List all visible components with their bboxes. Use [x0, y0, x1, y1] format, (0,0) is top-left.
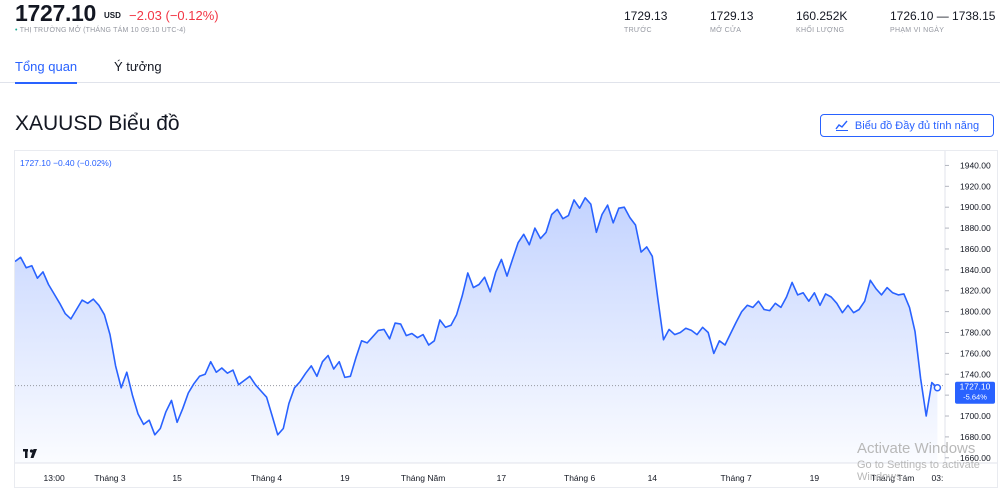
- stat-value: 1729.13: [624, 9, 668, 23]
- price-change: −2.03 (−0.12%): [129, 8, 219, 23]
- y-tick-label: 1900.00: [960, 202, 991, 212]
- x-tick-label: Tháng 4: [251, 473, 282, 483]
- y-tick-label: 1740.00: [960, 369, 991, 379]
- x-tick-label: Tháng 6: [564, 473, 595, 483]
- last-price: 1727.10: [15, 0, 97, 26]
- x-tick-label: Tháng Tám: [871, 473, 914, 483]
- y-tick-label: 1800.00: [960, 307, 991, 317]
- y-tick-label: 1660.00: [960, 453, 991, 463]
- stat-label: MỞ CỬA: [710, 27, 742, 34]
- x-tick-label: 19: [340, 473, 350, 483]
- y-tick-label: 1920.00: [960, 181, 991, 191]
- currency-code: USD: [104, 11, 121, 20]
- market-open-dot-icon: •: [15, 27, 18, 34]
- windows-activation-watermark: Activate Windows Go to Settings to activ…: [857, 440, 1000, 483]
- y-tick-label: 1820.00: [960, 286, 991, 296]
- y-tick-label: 1700.00: [960, 411, 991, 421]
- tab-overview[interactable]: Tổng quan: [15, 59, 78, 84]
- chart-section-title: XAUUSD Biểu đồ: [15, 112, 180, 135]
- y-tick-label: 1880.00: [960, 223, 991, 233]
- stat-volume: 160.252K KHỐI LƯỢNG: [796, 9, 847, 34]
- tab-ideas[interactable]: Ý tưởng: [114, 59, 162, 74]
- stat-label: KHỐI LƯỢNG: [796, 27, 845, 34]
- last-price-dot: [933, 383, 942, 392]
- x-tick-label: 03:: [931, 473, 943, 483]
- market-status: • THỊ TRƯỜNG MỞ (THÁNG TÁM 10 09:10 UTC-…: [15, 27, 186, 34]
- stat-label: PHẠM VI NGÀY: [890, 27, 945, 34]
- stat-previous: 1729.13 TRƯỚC: [624, 9, 667, 34]
- last-price-label: 1727.10 -5.64%: [955, 381, 995, 404]
- x-tick-label: 15: [172, 473, 182, 483]
- last-price-change: -5.64%: [963, 393, 987, 402]
- y-tick-label: 1680.00: [960, 432, 991, 442]
- tab-bar: Tổng quan Ý tưởng: [0, 52, 1000, 84]
- full-chart-button-label: Biểu đồ Đầy đủ tính năng: [854, 119, 980, 132]
- market-status-text: THỊ TRƯỜNG MỞ (THÁNG TÁM 10 09:10 UTC-4): [19, 27, 186, 34]
- full-chart-button[interactable]: Biểu đồ Đầy đủ tính năng: [820, 114, 994, 137]
- y-tick-label: 1860.00: [960, 244, 991, 254]
- y-tick-label: 1940.00: [960, 160, 991, 170]
- series-area: [15, 197, 938, 464]
- stat-value: 1729.13: [710, 9, 754, 23]
- x-tick-label: 14: [648, 473, 658, 483]
- price-chart[interactable]: 1940.00 1920.00 1900.00 1880.00 1860.00 1840.…: [14, 150, 998, 488]
- x-tick-label: 19: [810, 473, 820, 483]
- stat-open: 1729.13 MỞ CỬA: [710, 9, 753, 34]
- watermark-line-2: Go to Settings to activate Windows.: [857, 459, 980, 483]
- stat-label: TRƯỚC: [624, 27, 652, 34]
- symbol-header: 1727.10 USD −2.03 (−0.12%) • THỊ TRƯỜNG …: [0, 0, 1000, 48]
- x-tick-label: Tháng 3: [94, 473, 125, 483]
- chart-line-icon: [835, 120, 848, 131]
- series-line: [14, 197, 938, 436]
- y-tick-label: 1840.00: [960, 265, 991, 275]
- last-price-value: 1727.10: [960, 382, 991, 392]
- x-tick-label: Tháng 7: [721, 473, 752, 483]
- tradingview-logo-icon: [23, 449, 37, 458]
- x-tick-label: 17: [497, 473, 507, 483]
- x-tick-label: Tháng Năm: [401, 473, 445, 483]
- stat-value: 1726.10 — 1738.15: [890, 9, 996, 23]
- stat-day-range: 1726.10 — 1738.15 PHẠM VI NGÀY: [890, 9, 995, 34]
- y-tick-label: 1760.00: [960, 348, 991, 358]
- price-chart-svg[interactable]: 1940.00 1920.00 1900.00 1880.00 1860.00 1840.…: [14, 151, 997, 487]
- chart-legend: 1727.10 −0.40 (−0.02%): [20, 158, 112, 168]
- x-tick-label: 13:00: [43, 473, 65, 483]
- stat-value: 160.252K: [796, 9, 848, 23]
- y-tick-label: 1780.00: [960, 327, 991, 337]
- watermark-line-1: Activate Windows: [857, 440, 976, 457]
